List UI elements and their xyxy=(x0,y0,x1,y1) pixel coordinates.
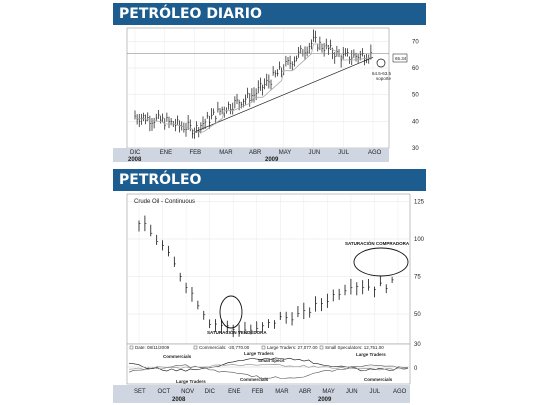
daily-x-tick: MAY xyxy=(279,150,292,156)
monthly-chart-title: Crude Oil - Continuous xyxy=(134,199,195,205)
indicator-header-box xyxy=(319,345,324,350)
indicator-label-large-traders-bottom: Large Traders xyxy=(176,379,206,384)
indicator-header-item: Large Traders: 27,077.00 xyxy=(267,345,318,350)
daily-y-tick: 60 xyxy=(412,66,419,72)
daily-x-tick: JUN xyxy=(309,150,321,156)
indicator-header-box xyxy=(129,345,134,350)
daily-x-tick: DIC xyxy=(130,150,141,156)
monthly-x-tick: FEB xyxy=(252,389,264,395)
sell-saturation-label: SATURACIÓN VENDEDORA xyxy=(207,328,267,335)
last-value-label: 65.34 xyxy=(395,56,407,61)
sell-saturation-ellipse xyxy=(219,295,243,329)
buy-saturation-label: SATURACIÓN COMPRADORA xyxy=(345,239,410,246)
indicator-header-box xyxy=(261,345,266,350)
daily-price-bars xyxy=(134,29,373,139)
daily-x-axis: DIC ENE FEB MAR ABR MAY JUN JUL AGO xyxy=(130,150,382,156)
monthly-x-axis-band xyxy=(113,385,410,403)
indicator-header-item: Commercials: -20,770.00 xyxy=(199,345,250,350)
monthly-x-tick: JUL xyxy=(369,389,380,395)
indicator-label-small-specs: Small Specs xyxy=(258,358,285,363)
daily-moving-average xyxy=(135,43,371,133)
monthly-x-tick: MAR xyxy=(275,389,289,395)
monthly-x-tick: ABR xyxy=(299,389,312,395)
monthly-x-tick: SET xyxy=(134,389,146,395)
daily-y-tick: 50 xyxy=(412,93,419,99)
oil-banner: PETRÓLEO xyxy=(113,169,426,191)
daily-x-tick: ENE xyxy=(160,150,172,156)
monthly-x-tick: DIC xyxy=(205,389,216,395)
monthly-x-tick: JUN xyxy=(346,389,358,395)
monthly-y-axis: 125 100 75 50 30 xyxy=(414,200,425,349)
monthly-chart-frame xyxy=(126,193,411,345)
monthly-y-tick: 100 xyxy=(414,237,425,243)
support-circle xyxy=(376,58,386,68)
monthly-y-tick: 75 xyxy=(414,275,421,281)
daily-y-tick: 30 xyxy=(412,146,419,152)
indicator-header-item: Small Speculators: 12,751.00 xyxy=(325,345,384,350)
daily-trendline xyxy=(194,57,374,133)
monthly-y-tick: 125 xyxy=(414,200,425,206)
daily-x-tick: MAR xyxy=(219,150,233,156)
indicator-header: Date: 08/11/2009 Commercials: -20,770.00 L… xyxy=(129,345,384,350)
indicator-label-commercials-top: Commercials xyxy=(163,354,192,359)
commercials-line xyxy=(128,357,409,372)
monthly-y-tick: 30 xyxy=(414,342,421,348)
daily-x-tick: FEB xyxy=(190,150,202,156)
daily-y-axis: 70 60 50 40 30 xyxy=(412,39,419,152)
daily-y-tick: 70 xyxy=(412,39,419,45)
support-label-1: 64.5-63.5 xyxy=(372,71,392,76)
monthly-x-tick: OCT xyxy=(158,389,171,395)
small-specs-line xyxy=(128,364,409,371)
monthly-x-axis: SET OCT NOV DIC ENE FEB MAR ABR MAY JUN JUL AGO xyxy=(134,389,407,395)
monthly-x-tick: MAY xyxy=(322,389,335,395)
large-traders-line xyxy=(128,364,409,380)
buy-saturation-ellipse xyxy=(353,247,409,277)
daily-y-tick: 40 xyxy=(412,119,419,125)
indicator-frame xyxy=(126,343,411,385)
monthly-year-2008: 2008 xyxy=(172,397,186,403)
daily-x-tick: AGO xyxy=(368,150,382,156)
daily-gridlines xyxy=(127,28,389,149)
indicator-label-large-traders-top2: Large Traders xyxy=(356,352,386,357)
support-label-2: soporte xyxy=(376,76,392,81)
daily-year-2009: 2009 xyxy=(265,157,279,163)
indicator-header-item: Date: 08/11/2009 xyxy=(135,345,170,350)
last-value-box xyxy=(392,53,408,63)
monthly-price-bars xyxy=(138,215,394,337)
monthly-y-tick: 50 xyxy=(414,312,421,318)
daily-x-axis-band xyxy=(113,148,389,162)
indicator-label-large-traders-top: Large Traders xyxy=(244,351,274,356)
indicator-label-commercials-bottom: Commercials xyxy=(240,377,269,382)
indicator-label-commercials-bottom2: Commercials xyxy=(364,377,393,382)
daily-oil-banner: PETRÓLEO DIARIO xyxy=(113,3,426,25)
monthly-x-tick: NOV xyxy=(181,389,194,395)
indicator-header-box xyxy=(193,345,198,350)
monthly-year-2009: 2009 xyxy=(318,397,332,403)
indicator-zero-tick: 0 xyxy=(414,366,418,372)
daily-x-tick: ABR xyxy=(249,150,262,156)
daily-year-2008: 2008 xyxy=(128,157,142,163)
daily-x-tick: JUL xyxy=(338,150,349,156)
monthly-x-tick: ENE xyxy=(228,389,240,395)
monthly-x-tick: AGO xyxy=(393,389,407,395)
